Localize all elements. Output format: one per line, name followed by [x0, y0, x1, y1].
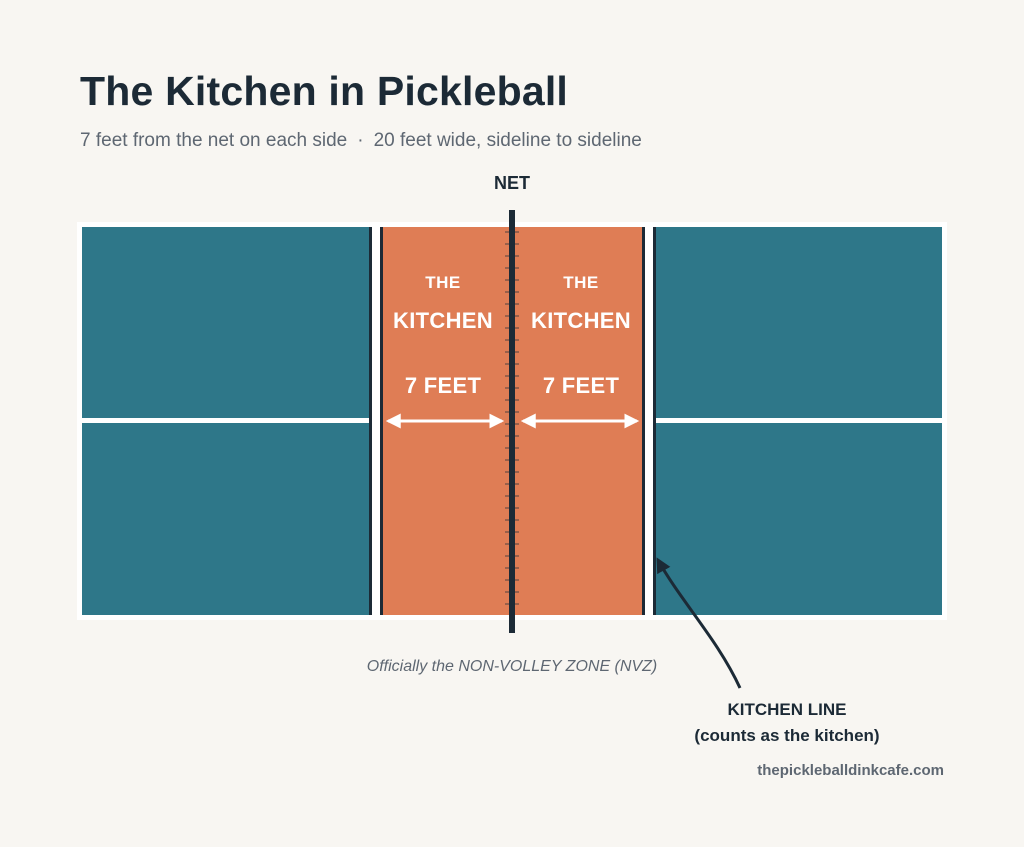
nvz-note: Officially the NON-VOLLEY ZONE (NVZ)	[366, 658, 658, 675]
right-kitchen-line	[645, 227, 653, 615]
right-kitchen-the: THE	[563, 273, 599, 292]
subtitle-court-width: 20 feet wide, sideline to sideline	[373, 130, 642, 151]
subtitle-separator: ·	[357, 130, 364, 151]
right-service-box-top	[656, 227, 942, 418]
subtitle-kitchen-depth: 7 feet from the net on each side	[80, 130, 348, 151]
net-ticks	[505, 231, 519, 605]
kitchen-line-pointer-arrow	[656, 557, 742, 689]
net	[509, 210, 515, 633]
net-label: NET	[494, 173, 530, 193]
left-service-box-top	[82, 227, 369, 418]
right-service-box-bottom	[656, 423, 942, 615]
right-kitchen-distance: 7 FEET	[542, 373, 620, 398]
left-kitchen-label: KITCHEN	[393, 308, 493, 333]
kitchen-line-callout: KITCHEN LINE (counts as the kitchen)	[694, 697, 879, 749]
page-title: The Kitchen in Pickleball	[80, 68, 569, 114]
subtitle: 7 feet from the net on each side · 20 feet…	[80, 130, 642, 152]
left-kitchen-line	[372, 227, 380, 615]
left-service-box-bottom	[82, 423, 369, 615]
right-kitchen-label: KITCHEN	[531, 308, 631, 333]
callout-title: KITCHEN LINE	[727, 700, 847, 719]
left-kitchen-distance: 7 FEET	[404, 373, 482, 398]
callout-subtitle: (counts as the kitchen)	[694, 726, 880, 745]
left-kitchen-the: THE	[425, 273, 461, 292]
site-credit: thepickleballdinkcafe.com	[757, 762, 944, 779]
